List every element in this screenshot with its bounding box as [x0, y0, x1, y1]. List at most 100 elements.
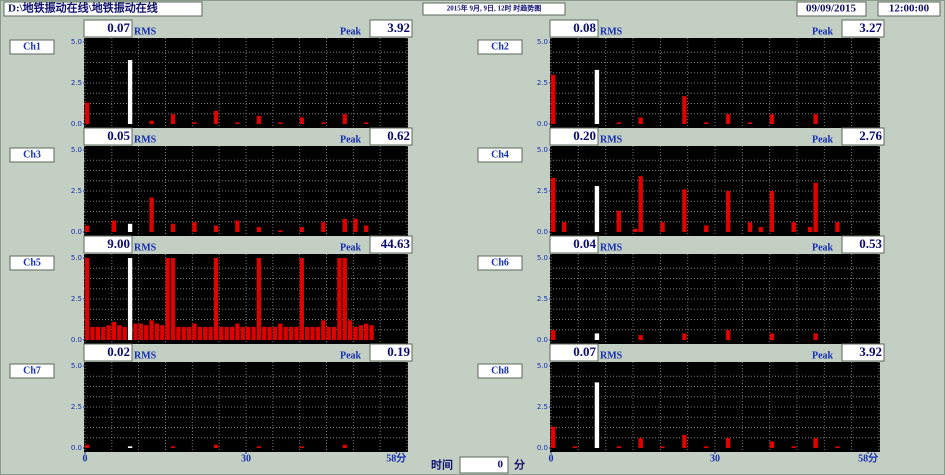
bar: [95, 326, 101, 340]
peak-box: [369, 127, 413, 146]
trend-text: 2015年 9月, 9日, 12时 时趋势图: [447, 4, 542, 13]
bar: [181, 326, 186, 340]
bar: [638, 438, 643, 448]
rms-label: RMS: [600, 242, 623, 253]
peak-label: Peak: [340, 242, 362, 253]
bar: [149, 120, 154, 124]
path-box: [3, 1, 203, 17]
bar: [315, 326, 321, 340]
bar: [256, 258, 262, 340]
bar: [85, 444, 90, 448]
time-text: 12:00:00: [889, 3, 930, 15]
rms-label: RMS: [134, 242, 157, 253]
bar: [235, 220, 240, 232]
bar: [769, 441, 775, 448]
peak-box: [369, 235, 413, 254]
bar: [551, 177, 556, 232]
bar: [90, 326, 95, 340]
bar: [85, 258, 90, 340]
bar: [342, 218, 347, 232]
bar: [331, 326, 337, 340]
bar: [111, 321, 117, 340]
bar: [638, 117, 643, 124]
bar: [769, 114, 775, 124]
bar: [638, 335, 643, 340]
minute-value: 0: [498, 459, 504, 471]
bar: [725, 191, 731, 232]
bar: [791, 222, 796, 232]
bar: [213, 258, 219, 340]
y-tick-label: 2.5: [537, 187, 548, 195]
y-tick-label: 2.5: [71, 187, 82, 195]
y-tick-label: 5.0: [537, 254, 548, 262]
x-tick-label: 0: [83, 453, 88, 464]
bar: [364, 122, 369, 124]
y-tick-label: 2.5: [537, 295, 548, 303]
bar: [758, 227, 764, 232]
bar: [256, 446, 262, 448]
peak-value: 2.76: [859, 128, 882, 143]
bar: [682, 434, 687, 448]
bar: [154, 323, 160, 340]
bar: [551, 74, 556, 124]
bar: [326, 326, 331, 340]
bar: [122, 326, 127, 340]
rms-value: 0.08: [573, 20, 596, 35]
bar: [369, 325, 374, 340]
bar: [235, 323, 240, 340]
peak-box: [841, 19, 885, 38]
bar: [660, 222, 665, 232]
bar: [127, 223, 133, 232]
channel-label: Ch7: [23, 365, 41, 376]
rms-box: [83, 235, 133, 254]
bar: [149, 197, 154, 232]
x-tick-label: 30: [710, 453, 720, 464]
bar: [813, 438, 818, 448]
rms-box: [549, 127, 599, 146]
rms-value: 0.05: [107, 128, 130, 143]
bar: [272, 326, 278, 340]
bar: [256, 115, 262, 124]
bar: [342, 258, 347, 340]
time-box: [877, 1, 941, 17]
rms-box: [549, 343, 599, 362]
channel-box: [9, 39, 55, 55]
bar: [305, 326, 310, 340]
bar: [192, 222, 197, 232]
bar: [203, 326, 208, 340]
bar: [682, 189, 687, 232]
channel-box: [477, 39, 523, 55]
peak-label: Peak: [812, 26, 834, 37]
bar: [186, 326, 192, 340]
peak-value: 3.92: [387, 20, 410, 35]
minute-input[interactable]: [459, 456, 509, 474]
bar: [278, 230, 283, 232]
bar: [704, 225, 709, 232]
peak-label: Peak: [340, 134, 362, 145]
bar: [633, 228, 638, 232]
peak-value: 3.27: [859, 20, 882, 35]
channel-label: Ch1: [23, 41, 41, 52]
y-tick-label: 2.5: [537, 403, 548, 411]
channel-label: Ch6: [491, 257, 509, 268]
rms-label: RMS: [600, 26, 623, 37]
y-tick-label: 0.0: [71, 228, 82, 236]
bar: [85, 102, 90, 124]
rms-label: RMS: [134, 350, 157, 361]
bar: [616, 210, 621, 232]
bar: [337, 258, 342, 340]
bar: [170, 114, 176, 124]
bar: [101, 326, 106, 340]
y-tick-label: 0.0: [71, 120, 82, 128]
rms-value: 9.00: [107, 236, 130, 251]
y-tick-label: 0.0: [71, 444, 82, 452]
bar: [561, 222, 567, 232]
bar: [149, 320, 154, 340]
bar: [299, 117, 304, 124]
y-tick-label: 0.0: [537, 228, 548, 236]
x-tick-label: 30: [241, 453, 251, 464]
bar: [224, 326, 229, 340]
bar: [572, 446, 578, 448]
bar: [551, 426, 556, 448]
bar: [197, 326, 203, 340]
